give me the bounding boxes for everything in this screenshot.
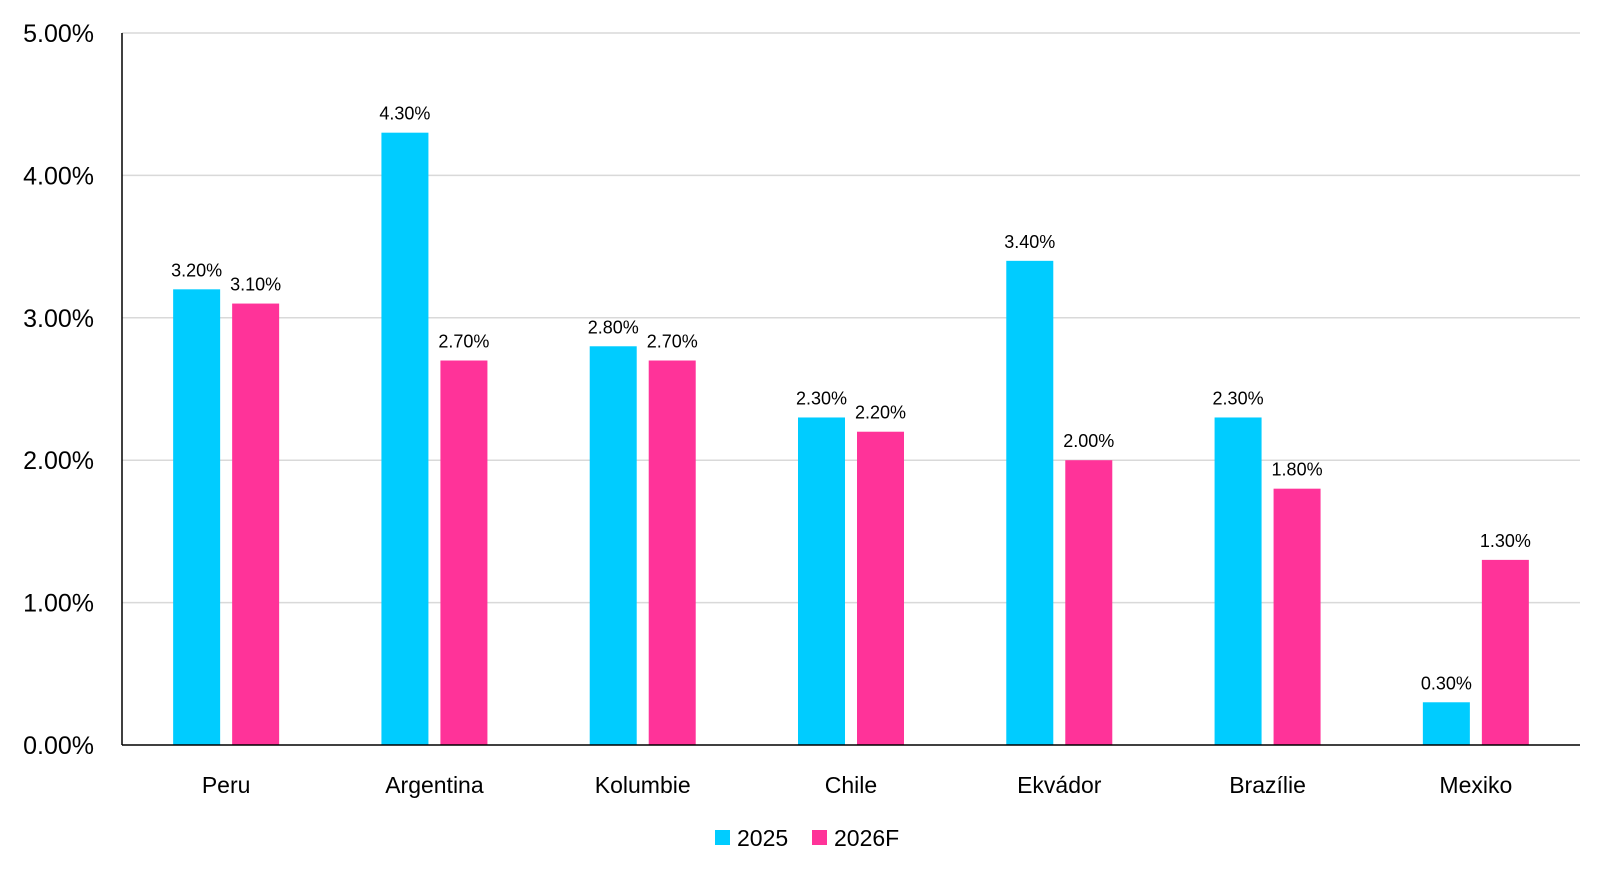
bar-2025-6 bbox=[1422, 702, 1470, 745]
data-label-2026f-6: 1.30% bbox=[1480, 531, 1531, 551]
bar-2026f-3 bbox=[857, 431, 904, 745]
legend-label-2025: 2025 bbox=[737, 825, 788, 851]
bar-2025-1 bbox=[381, 132, 429, 745]
y-tick-label: 4.00% bbox=[23, 162, 94, 190]
bar-2026f-0 bbox=[232, 303, 280, 745]
y-tick-label: 3.00% bbox=[23, 305, 94, 333]
y-tick-label: 2.00% bbox=[23, 447, 94, 475]
bar-2026f-5 bbox=[1273, 488, 1321, 745]
bar-2026f-6 bbox=[1481, 559, 1529, 745]
data-label-2025-2: 2.80% bbox=[588, 317, 639, 337]
bar-2026f-2 bbox=[648, 360, 696, 745]
data-label-2026f-3: 2.20% bbox=[855, 403, 906, 423]
x-category-label: Chile bbox=[825, 772, 877, 798]
y-tick-label: 0.00% bbox=[23, 732, 94, 760]
data-label-2026f-4: 2.00% bbox=[1063, 431, 1114, 451]
data-labels: 3.20% 3.10% 4.30% 2.70% 2.80% 2.70% 2.30% 2.20%… bbox=[171, 104, 1531, 694]
data-label-2026f-0: 3.10% bbox=[230, 275, 281, 295]
gridlines bbox=[122, 32, 1580, 604]
data-label-2026f-1: 2.70% bbox=[438, 332, 489, 352]
x-category-label: Brazílie bbox=[1229, 772, 1306, 798]
bars bbox=[173, 132, 1529, 745]
bar-2025-4 bbox=[1006, 260, 1054, 745]
bar-2025-0 bbox=[173, 289, 221, 745]
y-axis-ticks: 0.00% 1.00% 2.00% 3.00% 4.00% 5.00% bbox=[23, 20, 94, 760]
legend-swatch-2026f bbox=[812, 830, 827, 845]
data-label-2025-6: 0.30% bbox=[1421, 673, 1472, 693]
x-category-label: Argentina bbox=[385, 772, 484, 798]
axes bbox=[121, 33, 1580, 746]
legend-swatch-2025 bbox=[715, 830, 730, 845]
x-axis-categories: Peru Argentina Kolumbie Chile Ekvádor Brazíli… bbox=[202, 772, 1512, 798]
x-category-label: Peru bbox=[202, 772, 251, 798]
y-tick-label: 1.00% bbox=[23, 590, 94, 618]
x-category-label: Mexiko bbox=[1439, 772, 1512, 798]
data-label-2025-5: 2.30% bbox=[1213, 388, 1264, 408]
data-label-2026f-5: 1.80% bbox=[1272, 460, 1323, 480]
bar-2025-5 bbox=[1214, 417, 1262, 745]
bar-2026f-4 bbox=[1065, 460, 1113, 745]
data-label-2026f-2: 2.70% bbox=[647, 332, 698, 352]
x-category-label: Ekvádor bbox=[1017, 772, 1102, 798]
y-tick-label: 5.00% bbox=[23, 20, 94, 48]
legend-label-2026f: 2026F bbox=[834, 825, 899, 851]
bar-2026f-1 bbox=[440, 360, 488, 745]
data-label-2025-3: 2.30% bbox=[796, 388, 847, 408]
data-label-2025-0: 3.20% bbox=[171, 260, 222, 280]
data-label-2025-4: 3.40% bbox=[1004, 232, 1055, 252]
data-label-2025-1: 4.30% bbox=[379, 104, 430, 124]
bar-2025-3 bbox=[798, 417, 845, 745]
legend: 2025 2026F bbox=[715, 825, 899, 851]
bar-2025-2 bbox=[589, 346, 637, 745]
x-category-label: Kolumbie bbox=[595, 772, 691, 798]
